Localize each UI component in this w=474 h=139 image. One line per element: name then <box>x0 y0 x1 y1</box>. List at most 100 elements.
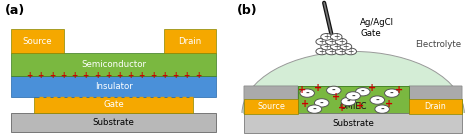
Text: Substrate: Substrate <box>93 118 135 127</box>
Circle shape <box>330 33 342 40</box>
Circle shape <box>340 43 352 50</box>
Text: +: + <box>328 47 335 56</box>
Text: +: + <box>49 71 55 80</box>
Text: +: + <box>27 71 33 80</box>
Circle shape <box>370 96 384 104</box>
Circle shape <box>341 97 356 106</box>
Bar <box>34 97 193 113</box>
Text: +: + <box>395 85 403 95</box>
Text: -: - <box>375 96 379 105</box>
Circle shape <box>356 88 370 96</box>
Text: +: + <box>116 71 122 80</box>
Text: -: - <box>380 105 384 114</box>
Text: +: + <box>338 103 346 113</box>
Circle shape <box>326 48 337 55</box>
Text: Source: Source <box>257 102 285 111</box>
Bar <box>11 76 216 97</box>
Text: -: - <box>332 86 336 95</box>
Text: +: + <box>323 32 330 41</box>
Bar <box>409 99 462 114</box>
Text: -: - <box>361 87 365 96</box>
Text: +: + <box>139 71 145 80</box>
Text: +: + <box>301 99 309 109</box>
Ellipse shape <box>242 51 465 139</box>
Text: +: + <box>183 71 190 80</box>
Circle shape <box>375 105 390 113</box>
Bar <box>409 99 462 114</box>
Bar <box>232 113 474 139</box>
Text: +: + <box>314 83 322 93</box>
Bar <box>245 113 462 133</box>
Text: Insulator: Insulator <box>95 82 133 91</box>
Text: OMIEC: OMIEC <box>339 102 367 111</box>
Circle shape <box>327 86 341 95</box>
Text: -: - <box>390 89 394 98</box>
Text: Drain: Drain <box>424 102 446 111</box>
Circle shape <box>321 33 332 40</box>
Text: Substrate: Substrate <box>332 119 374 128</box>
Text: +: + <box>72 71 78 80</box>
Text: +: + <box>368 83 376 93</box>
Bar <box>409 86 462 114</box>
Circle shape <box>346 92 360 100</box>
Bar <box>409 86 462 114</box>
Text: +: + <box>128 71 134 80</box>
Text: Gate: Gate <box>103 100 124 109</box>
Text: Ag/AgCl
Gate: Ag/AgCl Gate <box>360 18 394 38</box>
Text: -: - <box>312 105 316 114</box>
Bar <box>245 86 298 114</box>
Bar <box>245 99 298 114</box>
Text: +: + <box>385 99 393 109</box>
Text: +: + <box>323 42 330 51</box>
Text: Electrolyte: Electrolyte <box>415 40 461 49</box>
Text: +: + <box>328 37 335 46</box>
Text: +: + <box>332 92 340 102</box>
Text: +: + <box>161 71 167 80</box>
Text: (a): (a) <box>5 4 25 17</box>
Text: -: - <box>346 97 350 106</box>
Circle shape <box>384 89 399 97</box>
Text: +: + <box>298 85 306 95</box>
Text: +: + <box>319 37 325 46</box>
Text: +: + <box>356 101 365 111</box>
Bar <box>298 86 409 114</box>
Circle shape <box>307 105 322 113</box>
Text: Drain: Drain <box>424 102 446 111</box>
Bar <box>245 99 298 114</box>
Circle shape <box>316 48 328 55</box>
Circle shape <box>330 43 342 50</box>
Bar <box>11 53 216 76</box>
Text: +: + <box>347 47 354 56</box>
Text: +: + <box>319 47 325 56</box>
Text: +: + <box>333 32 339 41</box>
Text: +: + <box>338 37 344 46</box>
Circle shape <box>316 38 328 45</box>
Text: (b): (b) <box>237 4 258 17</box>
Text: -: - <box>305 89 309 98</box>
Text: +: + <box>333 42 339 51</box>
Text: +: + <box>343 42 349 51</box>
Bar <box>245 86 298 114</box>
Bar <box>164 29 216 53</box>
Text: +: + <box>338 47 344 56</box>
Text: +: + <box>37 71 44 80</box>
Bar <box>11 113 216 132</box>
Circle shape <box>345 48 356 55</box>
Text: +: + <box>94 71 100 80</box>
Text: +: + <box>173 71 179 80</box>
Text: +: + <box>60 71 66 80</box>
Circle shape <box>300 89 314 97</box>
Text: Semiconductor: Semiconductor <box>81 60 146 69</box>
Text: +: + <box>195 71 201 80</box>
Circle shape <box>321 43 332 50</box>
Text: +: + <box>105 71 111 80</box>
Circle shape <box>326 38 337 45</box>
Bar <box>245 114 462 133</box>
Circle shape <box>335 48 347 55</box>
Text: +: + <box>82 71 89 80</box>
Text: Substrate: Substrate <box>332 119 374 128</box>
Circle shape <box>335 38 347 45</box>
Text: Drain: Drain <box>178 37 201 45</box>
Text: +: + <box>150 71 156 80</box>
Text: -: - <box>351 91 355 100</box>
